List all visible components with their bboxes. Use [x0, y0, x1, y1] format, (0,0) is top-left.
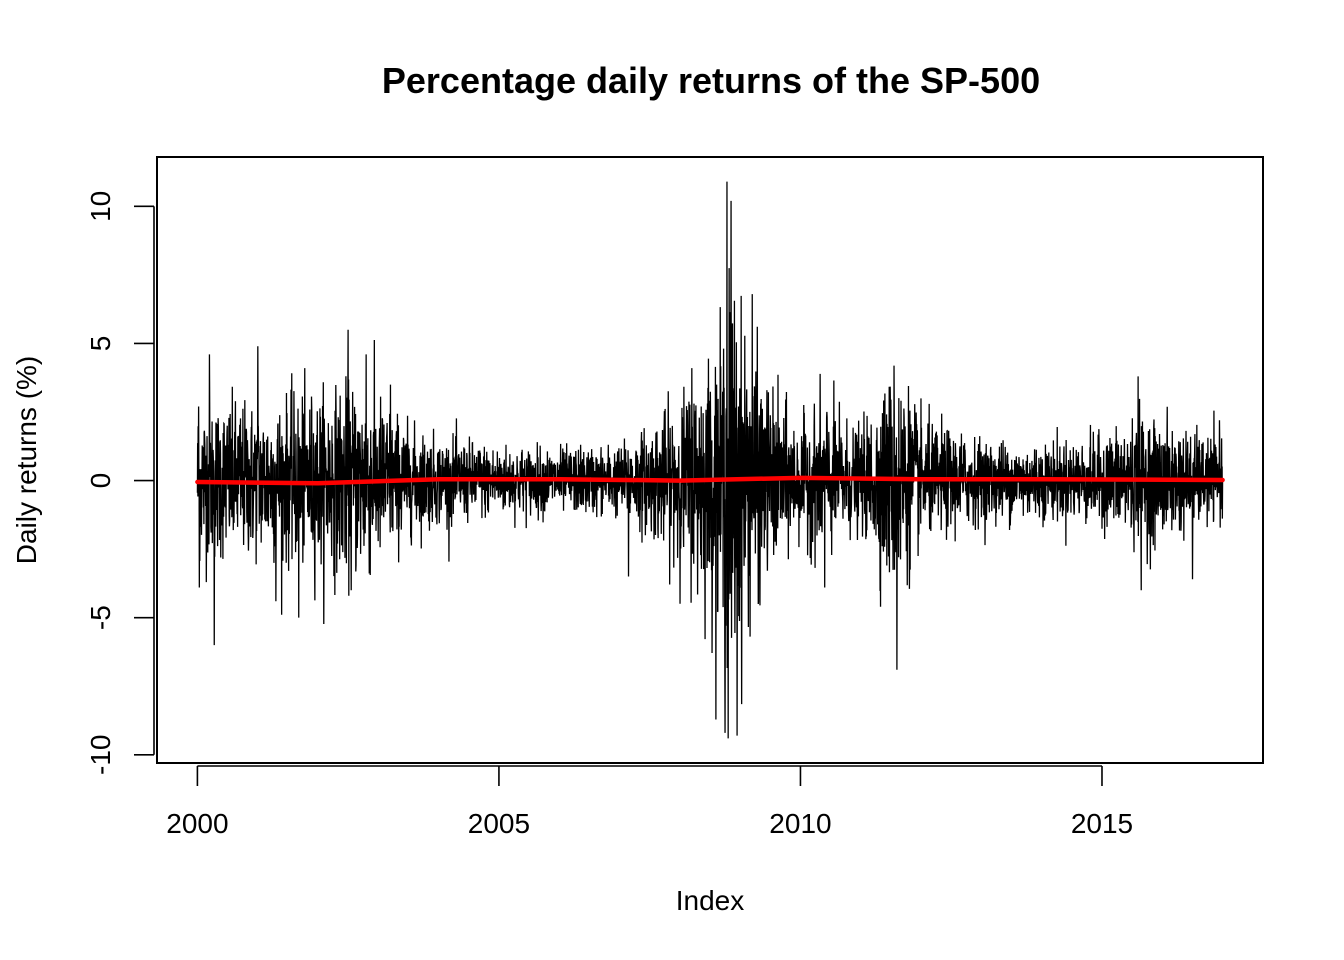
y-tick-label: 0: [85, 473, 116, 489]
returns-line: [196, 181, 1224, 739]
x-axis-label: Index: [676, 885, 745, 916]
y-axis-label: Daily returns (%): [11, 356, 42, 564]
returns-series: [196, 181, 1224, 739]
x-tick-label: 2010: [769, 808, 831, 839]
x-axis: 2000 2005 2010 2015: [166, 765, 1133, 839]
y-tick-label: 5: [85, 336, 116, 352]
y-tick-label: -10: [85, 735, 116, 775]
plot-frame: [156, 156, 1264, 764]
y-tick-label: -5: [85, 605, 116, 630]
x-tick-label: 2015: [1071, 808, 1133, 839]
y-tick-label: 10: [85, 191, 116, 222]
x-tick-label: 2005: [468, 808, 530, 839]
trend-line: [195, 475, 1225, 486]
y-axis: -10 -5 0 5 10: [85, 191, 155, 775]
trend-series: [195, 475, 1225, 486]
chart-title: Percentage daily returns of the SP-500: [382, 60, 1040, 101]
x-tick-label: 2000: [166, 808, 228, 839]
